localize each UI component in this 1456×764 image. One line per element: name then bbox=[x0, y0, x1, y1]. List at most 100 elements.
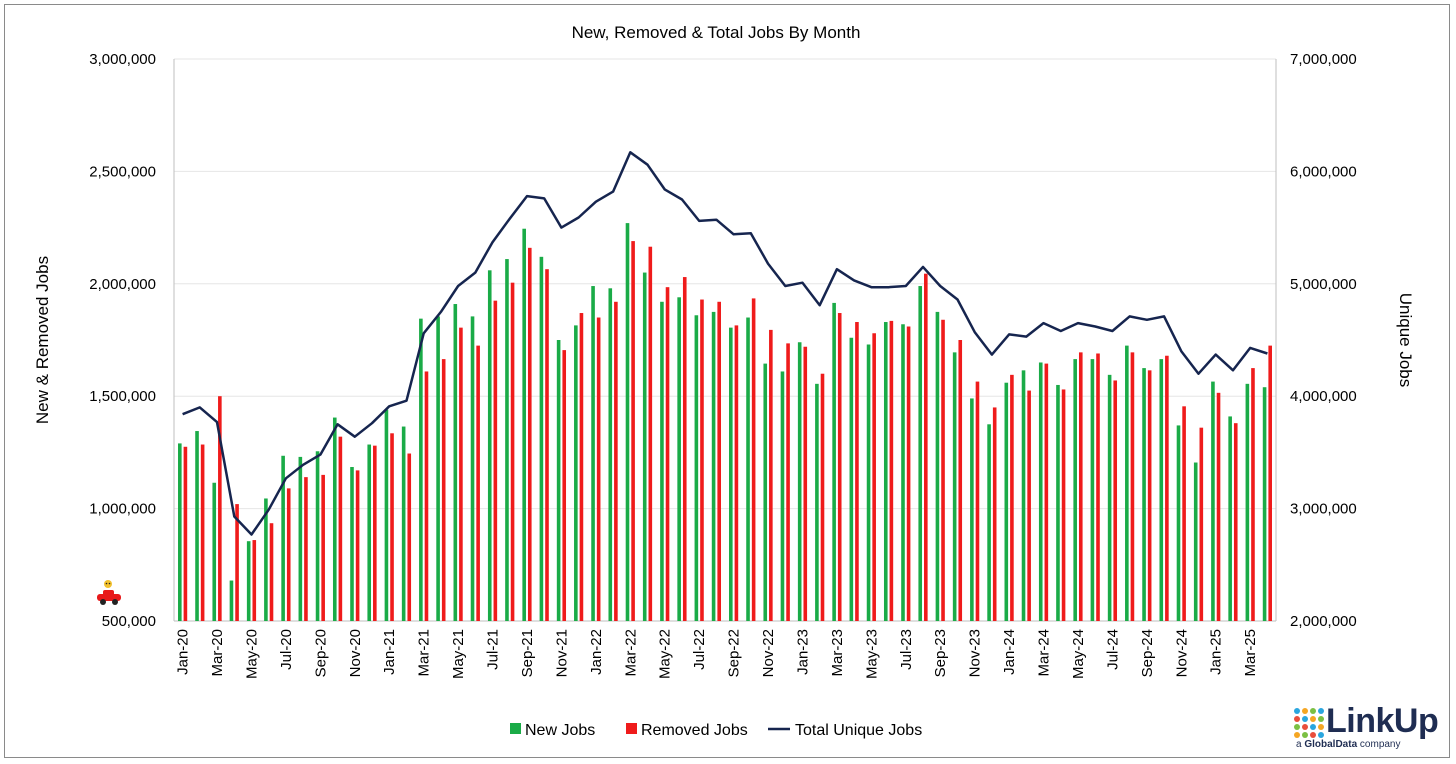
bar-removed-jobs bbox=[596, 317, 601, 621]
legend-swatch-new-jobs bbox=[510, 723, 521, 734]
x-tick-label: Mar-21 bbox=[416, 629, 433, 677]
bar-new-jobs bbox=[1262, 387, 1267, 621]
bar-removed-jobs bbox=[476, 345, 480, 621]
y-right-axis-title: Unique Jobs bbox=[1396, 293, 1415, 388]
bar-new-jobs bbox=[694, 315, 699, 621]
bar-removed-jobs bbox=[855, 322, 859, 621]
x-tick-label: Mar-24 bbox=[1036, 629, 1053, 677]
bar-new-jobs bbox=[1073, 359, 1077, 621]
bar-removed-jobs bbox=[614, 301, 618, 621]
bar-removed-jobs bbox=[338, 436, 343, 621]
bar-removed-jobs bbox=[390, 433, 394, 621]
y-left-tick-label: 3,000,000 bbox=[89, 51, 156, 68]
x-tick-label: Nov-24 bbox=[1173, 629, 1190, 677]
bar-new-jobs bbox=[883, 322, 888, 621]
bar-new-jobs bbox=[419, 318, 423, 621]
bar-removed-jobs bbox=[1078, 352, 1083, 621]
bar-new-jobs bbox=[487, 270, 492, 621]
bar-new-jobs bbox=[935, 311, 940, 621]
bar-removed-jobs bbox=[1113, 380, 1118, 621]
bar-new-jobs bbox=[918, 286, 923, 621]
bar-removed-jobs bbox=[1251, 368, 1255, 621]
x-tick-label: Jan-20 bbox=[175, 629, 192, 675]
bar-removed-jobs bbox=[527, 247, 532, 621]
bar-new-jobs bbox=[763, 363, 768, 621]
x-tick-label: Nov-21 bbox=[553, 629, 570, 677]
bar-removed-jobs bbox=[665, 287, 670, 621]
bar-removed-jobs bbox=[562, 350, 567, 621]
bar-new-jobs bbox=[1107, 374, 1112, 621]
bar-removed-jobs bbox=[924, 273, 928, 621]
bar-new-jobs bbox=[591, 286, 595, 621]
bar-new-jobs bbox=[212, 482, 217, 621]
x-tick-label: Sep-20 bbox=[312, 629, 329, 677]
bar-new-jobs bbox=[178, 443, 182, 621]
bar-new-jobs bbox=[901, 324, 905, 621]
bar-removed-jobs bbox=[200, 444, 205, 621]
bar-new-jobs bbox=[1021, 370, 1026, 621]
bar-new-jobs bbox=[642, 272, 647, 621]
x-tick-label: Mar-23 bbox=[829, 629, 846, 677]
bar-new-jobs bbox=[195, 431, 199, 621]
bar-new-jobs bbox=[677, 297, 681, 621]
x-tick-label: Jan-25 bbox=[1208, 629, 1225, 675]
bar-new-jobs bbox=[1176, 425, 1181, 621]
bar-new-jobs bbox=[384, 409, 389, 621]
bar-new-jobs bbox=[1125, 345, 1129, 621]
bar-new-jobs bbox=[522, 228, 526, 621]
bar-removed-jobs bbox=[424, 371, 429, 621]
bar-new-jobs bbox=[539, 256, 544, 621]
logo-wordmark: LinkUp bbox=[1326, 702, 1439, 740]
bar-new-jobs bbox=[246, 541, 251, 621]
bar-removed-jobs bbox=[631, 241, 635, 621]
x-tick-label: May-21 bbox=[450, 629, 467, 679]
bar-new-jobs bbox=[1193, 462, 1198, 621]
bar-removed-jobs bbox=[355, 470, 360, 621]
bar-new-jobs bbox=[298, 456, 303, 621]
y-left-tick-label: 2,000,000 bbox=[89, 276, 156, 293]
bar-removed-jobs bbox=[407, 453, 412, 621]
y-right-tick-label: 5,000,000 bbox=[1290, 276, 1357, 293]
x-tick-label: May-24 bbox=[1070, 629, 1087, 679]
bar-new-jobs bbox=[660, 301, 664, 621]
bar-new-jobs bbox=[866, 344, 871, 621]
bar-removed-jobs bbox=[889, 320, 894, 621]
bar-new-jobs bbox=[1038, 362, 1043, 621]
bar-new-jobs bbox=[281, 455, 285, 621]
bar-new-jobs bbox=[608, 288, 613, 621]
bar-new-jobs bbox=[332, 417, 337, 621]
y-right-tick-label: 4,000,000 bbox=[1290, 388, 1357, 405]
bar-removed-jobs bbox=[459, 327, 463, 621]
bar-removed-jobs bbox=[958, 340, 963, 621]
bar-removed-jobs bbox=[1233, 423, 1238, 621]
bar-removed-jobs bbox=[1044, 363, 1049, 621]
x-tick-label: Jul-21 bbox=[485, 629, 502, 670]
x-tick-label: Jan-23 bbox=[794, 629, 811, 675]
x-tick-label: Jul-24 bbox=[1104, 629, 1121, 670]
y-left-tick-label: 1,000,000 bbox=[89, 501, 156, 518]
bar-new-jobs bbox=[574, 325, 578, 621]
bar-new-jobs bbox=[625, 223, 630, 621]
x-tick-label: May-23 bbox=[863, 629, 880, 679]
bar-new-jobs bbox=[849, 337, 854, 621]
bar-new-jobs bbox=[780, 371, 785, 621]
logo-tagline: a GlobalData company bbox=[1296, 739, 1401, 750]
y-left-tick-label: 500,000 bbox=[102, 613, 156, 630]
bar-removed-jobs bbox=[218, 396, 222, 621]
x-tick-label: Jul-23 bbox=[898, 629, 915, 670]
y-left-axis-title: New & Removed Jobs bbox=[33, 256, 52, 424]
bar-new-jobs bbox=[1056, 384, 1060, 621]
x-tick-label: Sep-21 bbox=[519, 629, 536, 677]
car-icon bbox=[97, 580, 121, 605]
y-right-tick-label: 2,000,000 bbox=[1290, 613, 1357, 630]
legend-label-total-unique-jobs: Total Unique Jobs bbox=[795, 722, 922, 739]
bar-new-jobs bbox=[556, 340, 561, 621]
x-tick-label: Mar-25 bbox=[1242, 629, 1259, 677]
x-tick-label: Nov-22 bbox=[760, 629, 777, 677]
bar-new-jobs bbox=[1245, 383, 1250, 621]
x-tick-label: Sep-22 bbox=[726, 629, 743, 677]
bar-removed-jobs bbox=[992, 407, 997, 621]
x-tick-label: Jan-24 bbox=[1001, 629, 1018, 675]
legend-label-new-jobs: New Jobs bbox=[525, 722, 595, 739]
